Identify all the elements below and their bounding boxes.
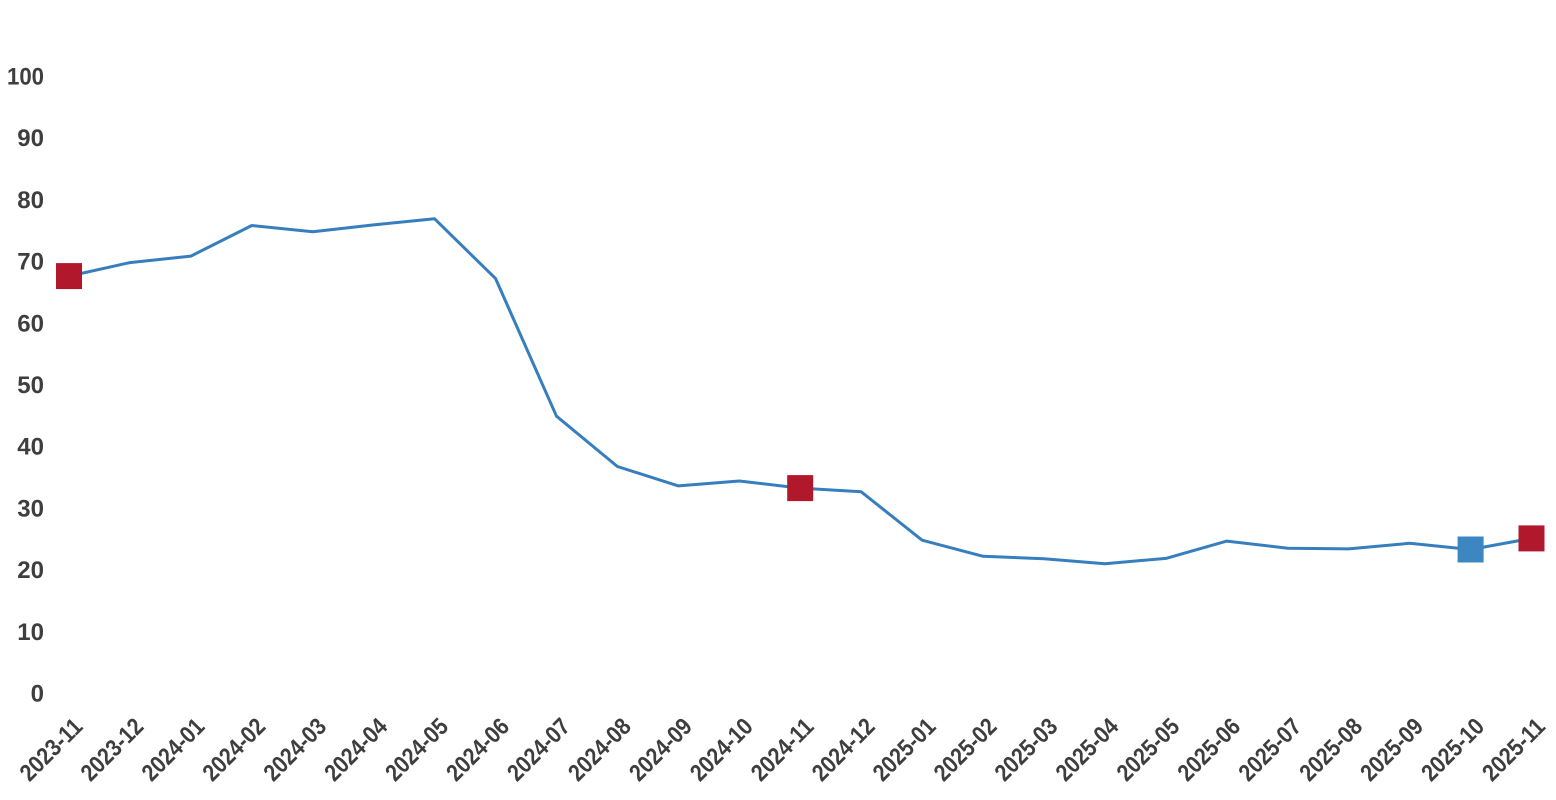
svg-text:2024-08: 2024-08: [563, 713, 637, 787]
svg-text:2024-02: 2024-02: [198, 713, 272, 787]
svg-text:2024-03: 2024-03: [259, 713, 333, 787]
svg-text:2024-05: 2024-05: [380, 713, 454, 787]
svg-text:10: 10: [17, 619, 44, 646]
svg-text:2025-08: 2025-08: [1294, 713, 1368, 787]
svg-text:80: 80: [17, 187, 44, 214]
svg-text:2024-04: 2024-04: [319, 713, 393, 787]
svg-text:2023-12: 2023-12: [76, 713, 150, 787]
svg-text:2023-11: 2023-11: [15, 713, 89, 787]
svg-text:50: 50: [17, 372, 44, 399]
svg-text:90: 90: [17, 125, 44, 152]
svg-text:100: 100: [7, 64, 44, 91]
svg-text:2024-12: 2024-12: [807, 713, 881, 787]
svg-text:2024-01: 2024-01: [137, 713, 211, 787]
svg-text:2025-07: 2025-07: [1234, 713, 1308, 787]
svg-text:60: 60: [17, 310, 44, 337]
svg-text:2024-07: 2024-07: [502, 713, 576, 787]
svg-text:2024-09: 2024-09: [624, 713, 698, 787]
svg-text:2025-06: 2025-06: [1173, 713, 1247, 787]
svg-text:2025-09: 2025-09: [1355, 713, 1429, 787]
svg-text:2025-03: 2025-03: [990, 713, 1064, 787]
svg-text:2025-10: 2025-10: [1416, 713, 1490, 787]
svg-text:20: 20: [17, 557, 44, 584]
svg-text:0: 0: [31, 681, 44, 708]
svg-text:2025-11: 2025-11: [1477, 713, 1551, 787]
svg-text:2025-01: 2025-01: [868, 713, 942, 787]
svg-text:2024-10: 2024-10: [685, 713, 759, 787]
svg-text:30: 30: [17, 495, 44, 522]
svg-text:2025-02: 2025-02: [929, 713, 1003, 787]
svg-text:70: 70: [17, 249, 44, 276]
svg-text:2024-06: 2024-06: [441, 713, 515, 787]
svg-text:2024-11: 2024-11: [746, 713, 820, 787]
svg-text:2025-05: 2025-05: [1112, 713, 1186, 787]
svg-text:40: 40: [17, 434, 44, 461]
svg-text:2025-04: 2025-04: [1051, 713, 1125, 787]
